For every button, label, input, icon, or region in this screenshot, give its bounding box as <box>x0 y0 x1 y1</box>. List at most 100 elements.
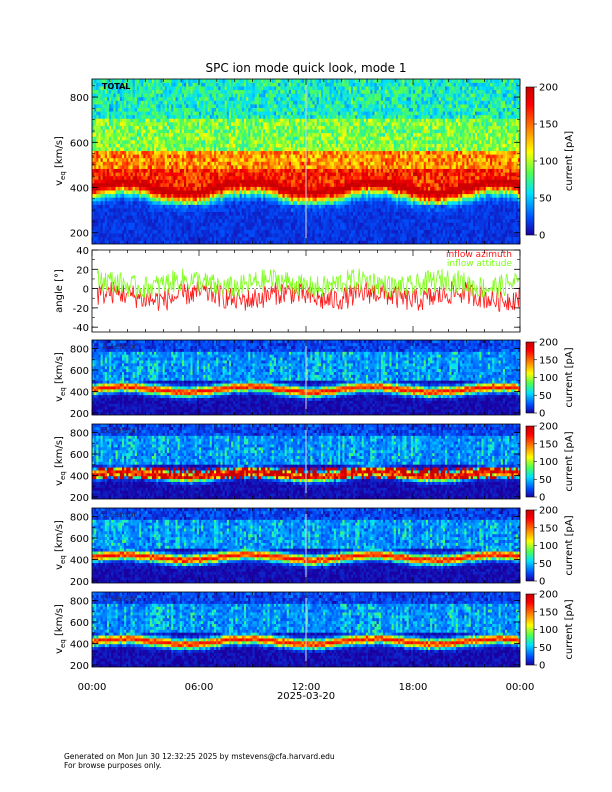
heatmap-cell <box>171 165 174 169</box>
heatmap-cell <box>263 226 266 230</box>
heatmap-cell <box>119 215 123 220</box>
heatmap-cell <box>280 197 283 202</box>
heatmap-cell <box>276 186 279 191</box>
heatmap-cell <box>126 161 129 166</box>
heatmap-cell <box>295 165 298 169</box>
heatmap-cell <box>141 125 144 130</box>
heatmap-cell <box>314 107 317 112</box>
heatmap-cell <box>314 125 317 130</box>
heatmap-cell <box>124 183 127 187</box>
heatmap-cell <box>139 125 142 130</box>
heatmap-cell <box>209 111 213 116</box>
heatmap-cell <box>106 165 110 169</box>
heatmap-cell <box>213 132 217 137</box>
heatmap-cell <box>166 82 170 87</box>
heatmap-cell <box>171 197 174 202</box>
heatmap-cell <box>119 204 123 209</box>
heatmap-cell <box>233 215 236 220</box>
heatmap-cell <box>175 183 178 187</box>
heatmap-cell <box>306 114 309 119</box>
heatmap-cell <box>199 218 202 223</box>
heatmap-cell <box>254 111 258 116</box>
heatmap-cell <box>233 96 236 101</box>
heatmap-cell <box>184 172 187 177</box>
heatmap-cell <box>211 100 215 105</box>
heatmap-cell <box>190 200 193 205</box>
heatmap-cell <box>158 114 161 119</box>
heatmap-cell <box>203 204 206 209</box>
heatmap-cell <box>184 190 187 195</box>
heatmap-cell <box>308 139 311 144</box>
heatmap-cell <box>235 79 238 83</box>
heatmap-cell <box>184 222 187 227</box>
heatmap-cell <box>256 82 260 87</box>
heatmap-cell <box>173 200 176 205</box>
heatmap-cell <box>288 175 292 180</box>
heatmap-cell <box>121 175 125 180</box>
heatmap-cell <box>100 179 103 184</box>
heatmap-cell <box>241 179 245 184</box>
heatmap-cell <box>254 179 258 184</box>
heatmap-cell <box>128 136 131 141</box>
heatmap-cell <box>164 165 168 169</box>
heatmap-cell <box>267 161 270 166</box>
heatmap-cell <box>216 125 219 130</box>
heatmap-cell <box>211 125 215 130</box>
heatmap-cell <box>100 100 103 105</box>
heatmap-cell <box>201 89 204 94</box>
heatmap-cell <box>139 122 142 126</box>
heatmap-cell <box>239 114 243 119</box>
heatmap-cell <box>241 107 245 112</box>
heatmap-cell <box>265 147 268 152</box>
heatmap-cell <box>308 147 311 152</box>
heatmap-cell <box>228 179 232 184</box>
heatmap-cell <box>184 129 187 134</box>
heatmap-cell <box>194 147 198 152</box>
heatmap-cell <box>226 93 230 98</box>
heatmap-cell <box>239 193 243 198</box>
heatmap-cell <box>250 240 253 244</box>
heatmap-cell <box>286 236 290 241</box>
heatmap-cell <box>293 215 296 220</box>
heatmap-cell <box>151 104 155 108</box>
heatmap-cell <box>177 233 181 238</box>
heatmap-cell <box>248 139 251 144</box>
heatmap-cell <box>282 114 285 119</box>
heatmap-cell <box>216 111 219 116</box>
heatmap-cell <box>303 229 307 234</box>
heatmap-cell <box>213 93 217 98</box>
heatmap-cell <box>149 175 153 180</box>
heatmap-cell <box>128 143 131 148</box>
heatmap-cell <box>156 193 159 198</box>
heatmap-cell <box>310 114 313 119</box>
heatmap-cell <box>171 233 174 238</box>
heatmap-cell <box>166 129 170 134</box>
heatmap-cell <box>128 111 131 116</box>
heatmap-cell <box>308 161 311 166</box>
heatmap-cell <box>258 89 262 94</box>
heatmap-cell <box>205 129 208 134</box>
heatmap-cell <box>237 93 240 98</box>
heatmap-cell <box>308 150 311 155</box>
heatmap-cell <box>284 186 288 191</box>
heatmap-cell <box>316 154 320 159</box>
heatmap-cell <box>248 222 251 227</box>
heatmap-cell <box>231 154 234 159</box>
heatmap-cell <box>299 190 303 195</box>
heatmap-cell <box>164 122 168 126</box>
heatmap-cell <box>143 157 146 162</box>
heatmap-cell <box>269 147 273 152</box>
heatmap-cell <box>273 100 277 105</box>
heatmap-cell <box>201 193 204 198</box>
heatmap-cell <box>286 183 290 187</box>
heatmap-cell <box>169 79 172 83</box>
heatmap-cell <box>184 211 187 216</box>
heatmap-cell <box>276 226 279 230</box>
heatmap-cell <box>126 218 129 223</box>
heatmap-cell <box>237 114 240 119</box>
heatmap-cell <box>224 89 228 94</box>
heatmap-cell <box>171 229 174 234</box>
heatmap-cell <box>282 179 285 184</box>
heatmap-cell <box>188 197 191 202</box>
heatmap-cell <box>190 150 193 155</box>
